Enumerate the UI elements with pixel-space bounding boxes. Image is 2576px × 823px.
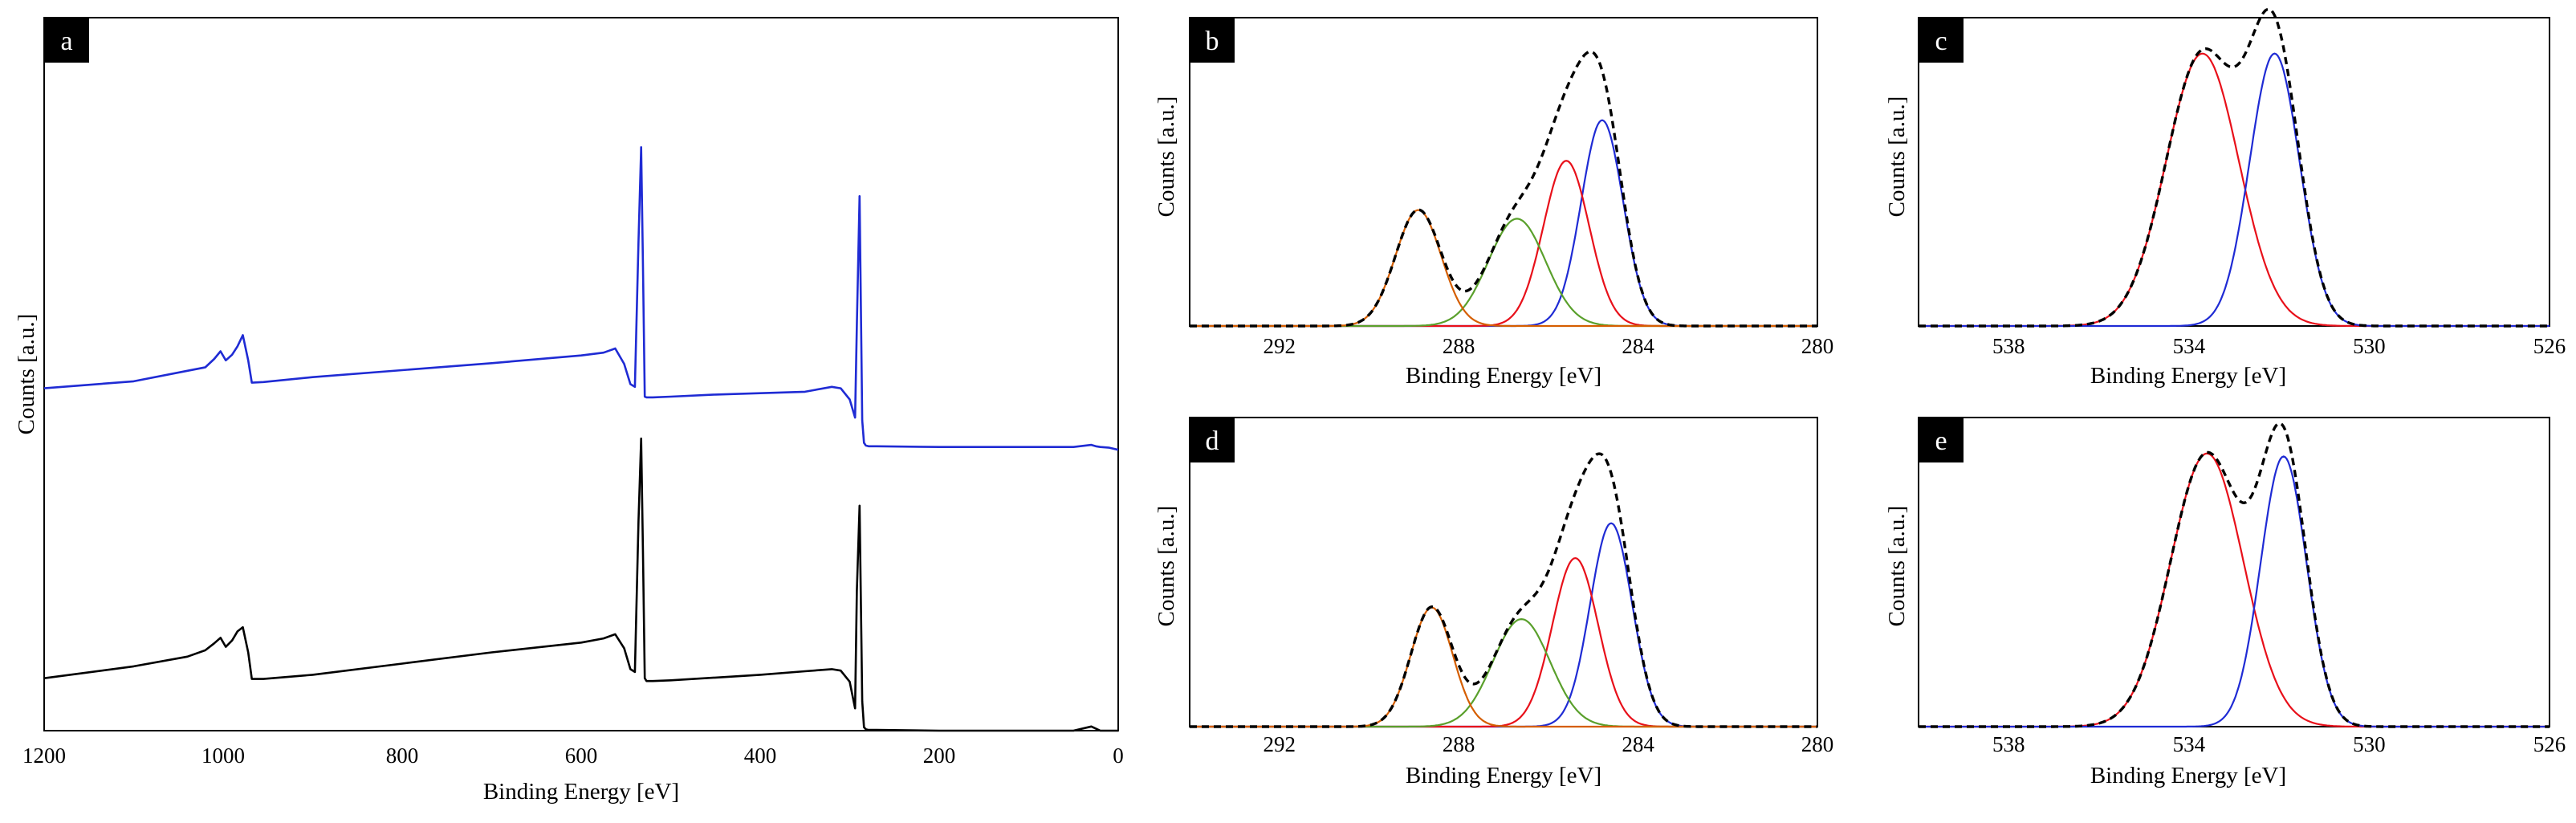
panel-d-y-axis-label: Counts [a.u.]	[1154, 506, 1179, 627]
panel-b-x-tick-label: 280	[1801, 334, 1834, 358]
panel-d-x-tick-label: 288	[1443, 732, 1475, 756]
panel-a-x-tick-label: 1200	[22, 744, 66, 768]
panel-c-o-peak-1-line	[1919, 52, 2550, 328]
panel-b-envelope-line	[1190, 50, 1817, 328]
panel-b-label: b	[1206, 26, 1219, 56]
panel-b-c-o-peak-line	[1190, 218, 1817, 328]
panel-b-x-tick-label: 292	[1263, 334, 1296, 358]
panel-d-x-tick-label: 284	[1622, 732, 1654, 756]
panel-a-x-tick-label: 200	[923, 744, 956, 768]
panel-d-envelope-line	[1190, 452, 1817, 728]
panel-b-o-c-o-peak-line	[1190, 209, 1817, 328]
panel-c-frame	[1918, 17, 2550, 327]
panel-a-frame	[43, 17, 1119, 731]
panel-a-label-box	[44, 18, 89, 63]
panel-d-o-c-o-peak-line	[1190, 606, 1817, 728]
panel-c-label: c	[1935, 26, 1947, 56]
panel-c-o-peak-2-line	[1919, 52, 2550, 328]
panel-e-x-tick-label: 526	[2533, 732, 2566, 756]
panel-e-series	[1919, 422, 2550, 728]
panel-b-x-axis-label: Binding Energy [eV]	[1406, 363, 1601, 389]
panel-e-y-axis-label: Counts [a.u.]	[1884, 506, 1910, 627]
panel-a-series	[43, 146, 1119, 732]
panel-c-series	[1919, 7, 2550, 328]
panel-b-frame	[1189, 17, 1818, 327]
panel-c-envelope-line	[1919, 7, 2550, 328]
panel-a-x-tick-label: 400	[744, 744, 777, 768]
panel-c-x-tick-label: 534	[2173, 334, 2206, 358]
panel-b-c-o-peak-line	[1190, 160, 1817, 328]
panel-d-x-axis-label: Binding Energy [eV]	[1406, 763, 1601, 788]
panel-a-x-tick-label: 800	[386, 744, 419, 768]
panel-d-x-tick-label: 280	[1801, 732, 1834, 756]
panel-e-x-tick-label: 530	[2353, 732, 2386, 756]
panel-d-series	[1190, 452, 1817, 728]
panel-b: b 292 288 284 280 Binding Energy [eV] Count…	[1154, 17, 1833, 389]
panel-a-series-upper-line	[43, 146, 1119, 451]
panel-c-x-ticks: 538 534 530 526	[1992, 334, 2566, 358]
panel-b-x-ticks: 292 288 284 280	[1263, 334, 1833, 358]
panel-b-x-tick-label: 284	[1622, 334, 1654, 358]
panel-c-label-box	[1919, 18, 1964, 63]
panel-d-c-c-peak-line	[1190, 522, 1817, 728]
panel-d-frame	[1189, 417, 1818, 727]
panel-e-label: e	[1935, 426, 1947, 456]
panel-b-series	[1190, 50, 1817, 328]
panel-b-x-tick-label: 288	[1443, 334, 1475, 358]
panel-e-x-ticks: 538 534 530 526	[1992, 732, 2566, 756]
panel-c-x-tick-label: 530	[2353, 334, 2386, 358]
panel-a-x-axis-label: Binding Energy [eV]	[483, 779, 679, 805]
panel-e-o-peak-2-line	[1919, 455, 2550, 728]
panel-d-x-ticks: 292 288 284 280	[1263, 732, 1833, 756]
panel-c-x-axis-label: Binding Energy [eV]	[2090, 363, 2286, 389]
panel-a-x-tick-label: 0	[1113, 744, 1124, 768]
panel-e-x-tick-label: 534	[2173, 732, 2206, 756]
panel-e-x-axis-label: Binding Energy [eV]	[2090, 763, 2286, 788]
panel-c-y-axis-label: Counts [a.u.]	[1884, 96, 1910, 218]
panel-a-x-ticks: 1200 1000 800 600 400 200 0	[22, 744, 1124, 768]
panel-a-x-tick-label: 600	[565, 744, 598, 768]
panel-d-c-o-peak-line	[1190, 617, 1817, 728]
panel-a-x-tick-label: 1000	[201, 744, 245, 768]
panel-d-x-tick-label: 292	[1263, 732, 1296, 756]
panel-c-x-tick-label: 526	[2533, 334, 2566, 358]
panel-a: a 1200 1000 800 600 400 200 0 Binding Energy […	[14, 17, 1124, 805]
panel-e-envelope-line	[1919, 422, 2550, 728]
panel-d-c-o-peak-line	[1190, 556, 1817, 728]
panel-e-x-tick-label: 538	[1992, 732, 2025, 756]
panel-b-label-box	[1190, 18, 1235, 63]
panel-e-label-box	[1919, 418, 1964, 462]
panel-c: c 538 534 530 526 Binding Energy [eV] Count…	[1884, 7, 2566, 389]
panel-e-frame	[1918, 417, 2550, 727]
panel-c-x-tick-label: 538	[1992, 334, 2025, 358]
panel-e: e 538 534 530 526 Binding Energy [eV] Count…	[1884, 417, 2566, 788]
panel-a-series-lower-line	[43, 437, 1118, 732]
panel-a-y-axis-label: Counts [a.u.]	[14, 314, 39, 435]
panel-d-label: d	[1206, 426, 1219, 456]
panel-a-label: a	[60, 26, 72, 56]
panel-b-c-c-peak-line	[1190, 119, 1817, 328]
panel-d: d 292 288 284 280 Binding Energy [eV] Count…	[1154, 417, 1833, 788]
panel-b-y-axis-label: Counts [a.u.]	[1154, 96, 1179, 218]
panel-d-label-box	[1190, 418, 1235, 462]
